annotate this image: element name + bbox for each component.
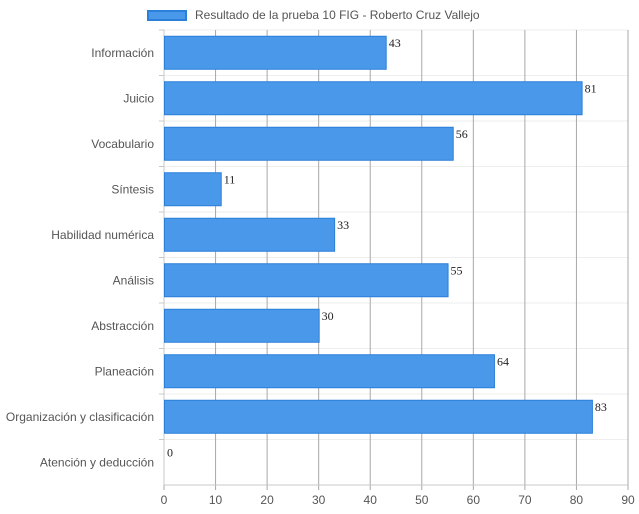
x-tick-label: 40	[364, 493, 378, 507]
bar[interactable]	[164, 354, 495, 389]
chart-legend[interactable]: Resultado de la prueba 10 FIG - Roberto …	[147, 6, 480, 24]
bar[interactable]	[164, 399, 593, 434]
data-label: 64	[497, 354, 509, 368]
category-label: Atención y deducción	[40, 455, 154, 469]
category-label: Abstracción	[91, 319, 154, 333]
bar[interactable]	[164, 308, 320, 343]
category-label: Planeación	[95, 364, 154, 378]
legend-label: Resultado de la prueba 10 FIG - Roberto …	[195, 8, 480, 22]
data-label: 33	[337, 218, 349, 232]
category-label: Organización y clasificación	[6, 410, 154, 424]
bar[interactable]	[164, 172, 222, 207]
category-label: Juicio	[123, 91, 154, 105]
bar[interactable]	[164, 81, 583, 116]
data-label: 11	[224, 172, 236, 186]
x-tick-label: 30	[312, 493, 326, 507]
data-label: 83	[595, 400, 607, 414]
bar[interactable]	[164, 35, 387, 70]
data-label: 81	[585, 81, 597, 95]
x-tick-label: 70	[518, 493, 532, 507]
category-label: Vocabulario	[91, 137, 154, 151]
x-tick-label: 90	[621, 493, 635, 507]
x-tick-label: 0	[161, 493, 168, 507]
data-label: 43	[389, 36, 401, 50]
category-label: Habilidad numérica	[51, 228, 154, 242]
data-label: 56	[456, 127, 468, 141]
x-tick-label: 60	[467, 493, 481, 507]
category-label: Análisis	[113, 273, 154, 287]
bar[interactable]	[164, 126, 454, 161]
data-label: 0	[167, 445, 173, 459]
x-tick-label: 50	[415, 493, 429, 507]
legend-swatch	[147, 9, 187, 21]
data-label: 55	[451, 263, 463, 277]
bar[interactable]	[164, 217, 336, 252]
x-tick-label: 10	[209, 493, 223, 507]
data-label: 30	[322, 309, 334, 323]
category-label: Información	[91, 46, 154, 60]
category-label: Síntesis	[111, 182, 154, 196]
x-tick-label: 20	[260, 493, 274, 507]
bar[interactable]	[164, 263, 449, 298]
x-tick-label: 80	[570, 493, 584, 507]
